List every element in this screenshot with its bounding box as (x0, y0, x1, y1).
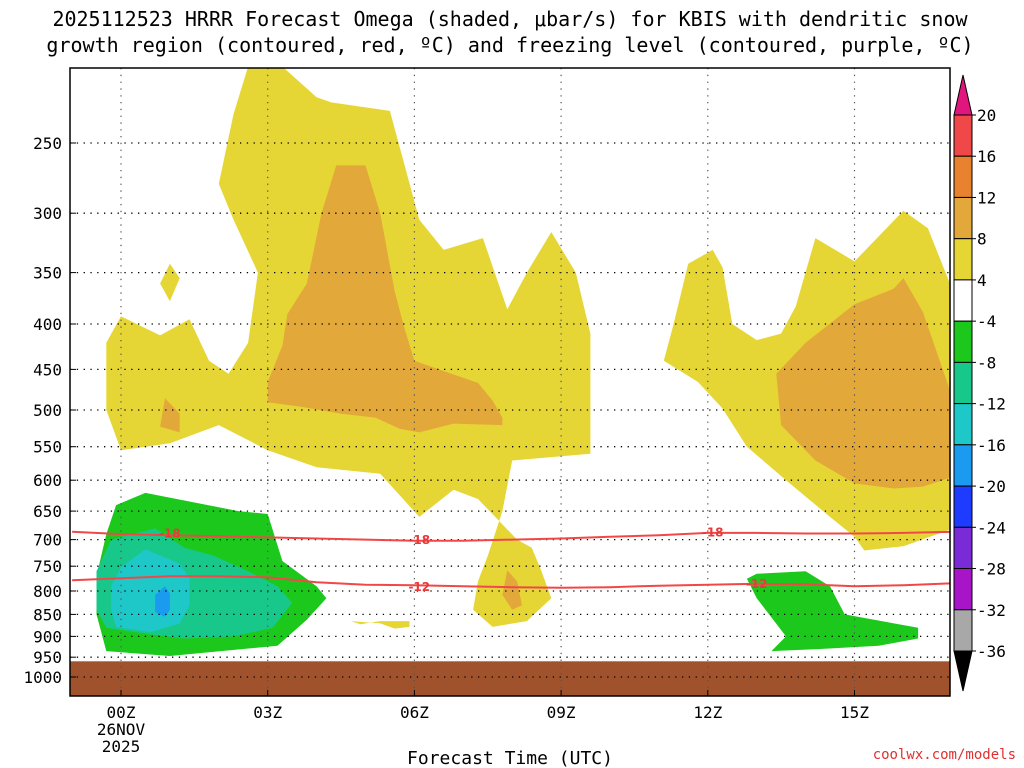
y-tick-label-800: 800 (33, 582, 62, 601)
x-tick-label-12Z: 12Z (693, 703, 722, 722)
omega-region-12 (155, 586, 170, 617)
colorbar-band-6 (953, 361, 973, 405)
y-tick-label-600: 600 (33, 471, 62, 490)
y-tick-label-750: 750 (33, 557, 62, 576)
colorbar-label-4: 4 (977, 271, 987, 290)
chart-title-line2: growth region (contoured, red, ºC) and f… (46, 33, 973, 57)
y-tick-label-950: 950 (33, 648, 62, 667)
y-tick-label-700: 700 (33, 531, 62, 550)
chart-title-line1: 2025112523 HRRR Forecast Omega (shaded, … (52, 7, 968, 31)
ground-fill (70, 661, 950, 696)
colorbar-label-12: -32 (977, 601, 1006, 620)
contour-label--18-1: -18 (408, 533, 430, 547)
colorbar-band-11 (953, 568, 973, 611)
colorbar-label-9: -20 (977, 477, 1006, 496)
omega-region-6 (502, 570, 522, 610)
y-tick-label-850: 850 (33, 605, 62, 624)
colorbar-band-3 (953, 238, 973, 281)
colorbar-band-12 (953, 609, 973, 652)
colorbar-band-9 (953, 485, 973, 528)
colorbar-band-0 (953, 114, 973, 157)
y-tick-label-400: 400 (33, 315, 62, 334)
colorbar-label-1: 16 (977, 147, 996, 166)
y-tick-label-550: 550 (33, 438, 62, 457)
colorbar-label-3: 8 (977, 230, 987, 249)
x-tick-label-15Z: 15Z (840, 703, 869, 722)
omega-region-4 (267, 165, 503, 433)
colorbar-label-5: -4 (977, 312, 996, 331)
x-axis-label: Forecast Time (UTC) (407, 748, 613, 768)
dendritic-contours: -18 -18 -18 -12 -12 (72, 525, 950, 594)
y-axis-ticks: 250 300 350 400 450 500 550 600 650 700 750 800 850 9… (23, 134, 76, 687)
omega-region-1 (160, 263, 180, 302)
plot-frame (69, 67, 951, 697)
contour-label--18-0: -18 (159, 526, 181, 540)
y-tick-label-250: 250 (33, 134, 62, 153)
colorbar-label-10: -24 (977, 518, 1006, 537)
colorbar-band-10 (953, 526, 973, 569)
omega-region-5 (160, 398, 180, 433)
contour-line--12 (72, 575, 950, 589)
x-tick-year: 2025 (102, 737, 141, 756)
colorbar-band-7 (953, 403, 973, 446)
contour-label--12-1: -12 (746, 577, 768, 591)
y-tick-label-350: 350 (33, 264, 62, 283)
x-tick-label-06Z: 06Z (400, 703, 429, 722)
omega-region-7 (776, 278, 950, 489)
omega-region-2 (350, 621, 410, 629)
colorbar-label-7: -12 (977, 395, 1006, 414)
y-tick-label-650: 650 (33, 502, 62, 521)
y-tick-label-1000: 1000 (23, 668, 62, 687)
colorbar-band-4 (953, 279, 973, 322)
colorbar-label-2: 12 (977, 189, 996, 208)
y-tick-label-450: 450 (33, 360, 62, 379)
colorbar-label-11: -28 (977, 560, 1006, 579)
omega-shading (96, 68, 950, 656)
colorbar: 20 16 12 8 4 -4 -8 -12 -16 -20 -24 -28 -32 -36 (953, 74, 1006, 692)
colorbar-band-2 (953, 197, 973, 240)
colorbar-band-8 (953, 444, 973, 487)
contour-label--12-0: -12 (408, 580, 430, 594)
contour-line--18 (72, 530, 950, 542)
contour-label--18-2: -18 (702, 525, 724, 539)
colorbar-label-8: -16 (977, 436, 1006, 455)
x-tick-label-03Z: 03Z (253, 703, 282, 722)
y-tick-label-500: 500 (33, 401, 62, 420)
colorbar-bottom-arrow (953, 650, 973, 692)
credit-text: coolwx.com/models (873, 747, 1016, 763)
plot-area: -18 -18 -18 -12 -12 (70, 68, 950, 696)
colorbar-band-5 (953, 320, 973, 363)
ground-layer (70, 661, 950, 696)
x-tick-label-09Z: 09Z (547, 703, 576, 722)
y-tick-label-300: 300 (33, 204, 62, 223)
colorbar-label-6: -8 (977, 353, 996, 372)
colorbar-label-0: 20 (977, 106, 996, 125)
y-tick-label-900: 900 (33, 627, 62, 646)
x-tick-label-00Z: 00Z (107, 703, 136, 722)
colorbar-band-1 (953, 155, 973, 198)
omega-region-11 (111, 549, 190, 633)
omega-region-9 (746, 571, 919, 652)
colorbar-label-13: -36 (977, 642, 1006, 661)
grid-lines (70, 68, 950, 696)
x-tick-date: 26NOV (97, 720, 146, 739)
